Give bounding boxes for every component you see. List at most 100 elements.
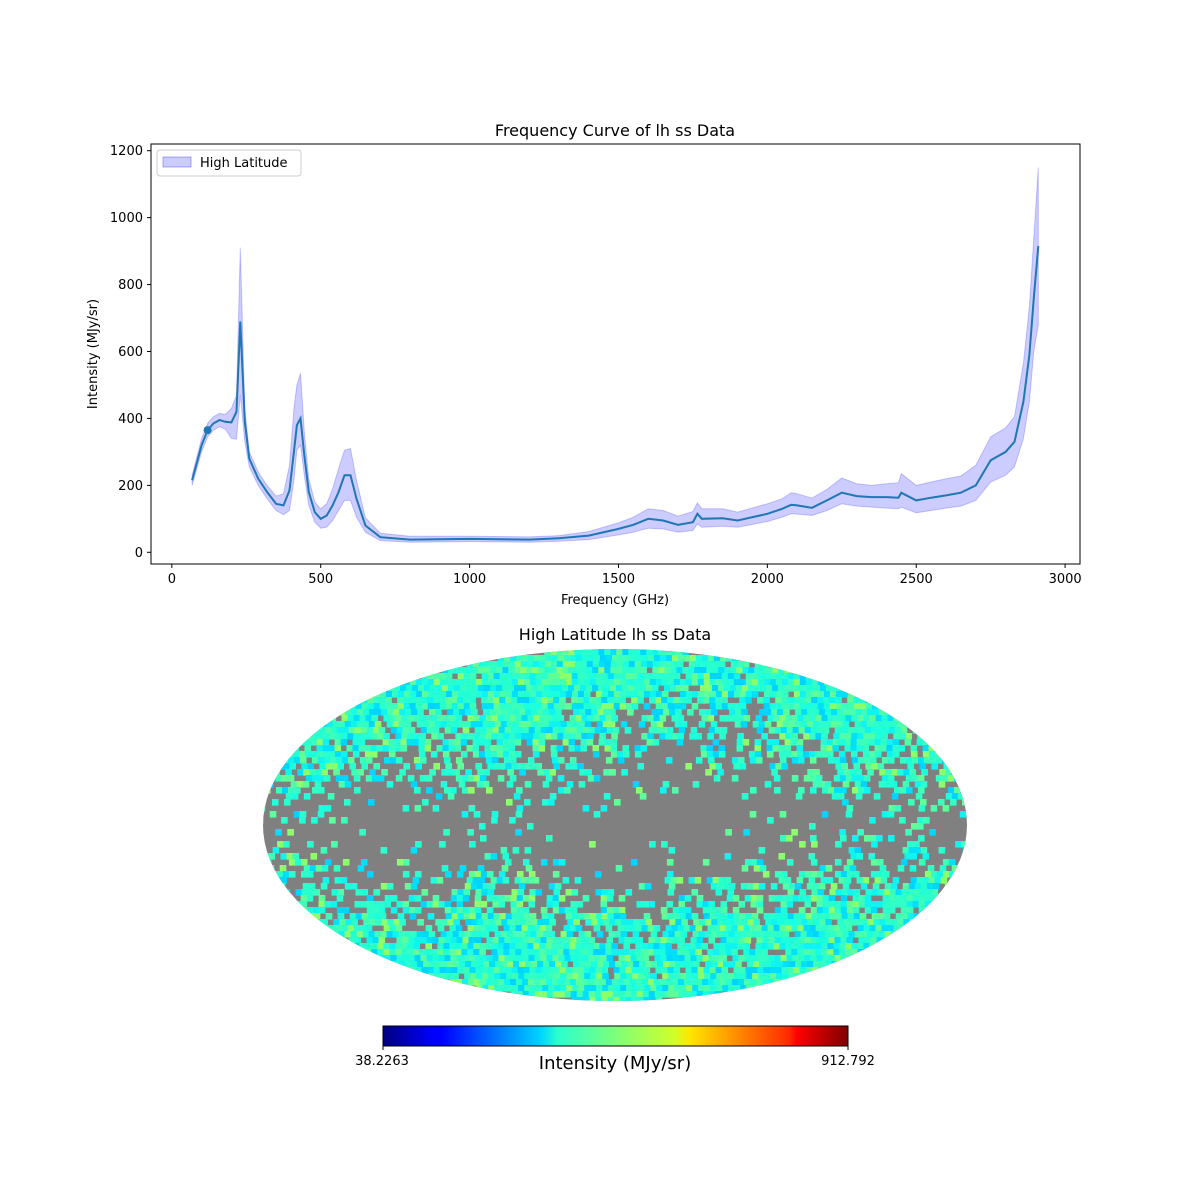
map-cell — [853, 697, 860, 704]
map-cell — [463, 967, 471, 974]
map-cell — [576, 955, 584, 962]
map-cell — [359, 943, 366, 950]
map-cell — [664, 649, 671, 656]
map-cell — [899, 733, 906, 740]
map-cell — [754, 661, 762, 668]
map-cell — [445, 691, 453, 698]
map-cell — [665, 925, 673, 932]
map-cell — [583, 703, 591, 710]
map-cell — [547, 691, 555, 698]
map-cell — [810, 907, 818, 914]
map-cell — [514, 685, 521, 692]
map-cell — [586, 661, 594, 668]
map-cell — [613, 703, 621, 710]
map-cell — [879, 865, 887, 872]
map-cell — [605, 655, 613, 662]
map-cell — [331, 763, 338, 770]
map-cell — [713, 979, 721, 986]
map-cell — [884, 721, 892, 728]
map-cell — [962, 847, 967, 854]
map-cell — [858, 901, 866, 908]
map-cell — [679, 679, 687, 686]
map-cell — [886, 751, 894, 758]
map-cell — [625, 889, 633, 896]
map-cell — [638, 721, 646, 728]
map-cell — [359, 757, 367, 764]
map-cell — [634, 667, 641, 674]
map-cell — [353, 943, 360, 950]
map-cell — [913, 913, 921, 920]
map-cell — [467, 925, 475, 932]
map-cell — [701, 655, 709, 662]
map-cell — [924, 907, 932, 914]
map-cell — [665, 655, 673, 662]
map-cell — [439, 703, 447, 710]
map-cell — [577, 679, 585, 686]
map-cell — [707, 949, 714, 956]
map-cell — [821, 925, 829, 932]
map-cell — [815, 949, 822, 956]
map-cell — [823, 913, 831, 920]
map-cell — [586, 649, 593, 656]
map-cell — [455, 733, 462, 740]
map-cell — [798, 727, 806, 734]
map-cell — [631, 967, 639, 974]
map-cell — [524, 781, 532, 788]
map-cell — [765, 961, 772, 968]
map-cell — [421, 703, 429, 710]
map-cell — [300, 871, 308, 878]
map-cell — [849, 769, 856, 776]
map-cell — [513, 709, 520, 716]
map-cell — [515, 925, 523, 932]
map-cell — [444, 937, 452, 944]
map-cell — [453, 769, 460, 776]
map-cell — [462, 727, 470, 734]
map-cell — [596, 973, 603, 980]
map-cell — [363, 919, 370, 926]
map-cell — [438, 901, 446, 908]
map-cell — [390, 895, 398, 902]
map-cell — [672, 991, 680, 998]
map-cell — [853, 691, 861, 698]
map-cell — [307, 841, 314, 848]
map-cell — [280, 853, 288, 860]
map-cell — [554, 973, 561, 980]
map-cell — [286, 751, 294, 758]
map-cell — [559, 691, 567, 698]
map-cell — [748, 751, 756, 758]
map-cell — [312, 727, 320, 734]
map-cell — [516, 991, 524, 998]
map-cell — [563, 943, 570, 950]
map-cell — [645, 961, 652, 968]
map-cell — [300, 907, 308, 914]
map-cell — [528, 955, 536, 962]
map-cell — [749, 811, 757, 818]
map-cell — [462, 787, 469, 794]
map-cell — [779, 925, 787, 932]
map-cell — [918, 895, 926, 902]
map-cell — [636, 955, 644, 962]
map-cell — [714, 907, 722, 914]
map-cell — [677, 715, 685, 722]
map-cell — [529, 697, 536, 704]
map-cell — [594, 991, 602, 998]
map-cell — [475, 889, 483, 896]
map-cell — [383, 757, 391, 764]
map-cell — [739, 691, 747, 698]
map-cell — [433, 697, 440, 704]
map-cell — [648, 991, 656, 998]
map-cell — [541, 679, 549, 686]
map-cell — [446, 973, 453, 980]
map-cell — [357, 865, 365, 872]
map-cell — [943, 889, 951, 896]
map-cell — [508, 667, 515, 674]
map-cell — [313, 889, 321, 896]
map-cell — [518, 721, 526, 728]
map-cell — [786, 727, 794, 734]
map-cell — [754, 751, 762, 758]
y-tick-label: 400 — [118, 412, 143, 427]
map-cell — [311, 817, 318, 824]
map-cell — [402, 955, 410, 962]
map-cell — [775, 697, 782, 704]
map-cell — [536, 985, 543, 992]
